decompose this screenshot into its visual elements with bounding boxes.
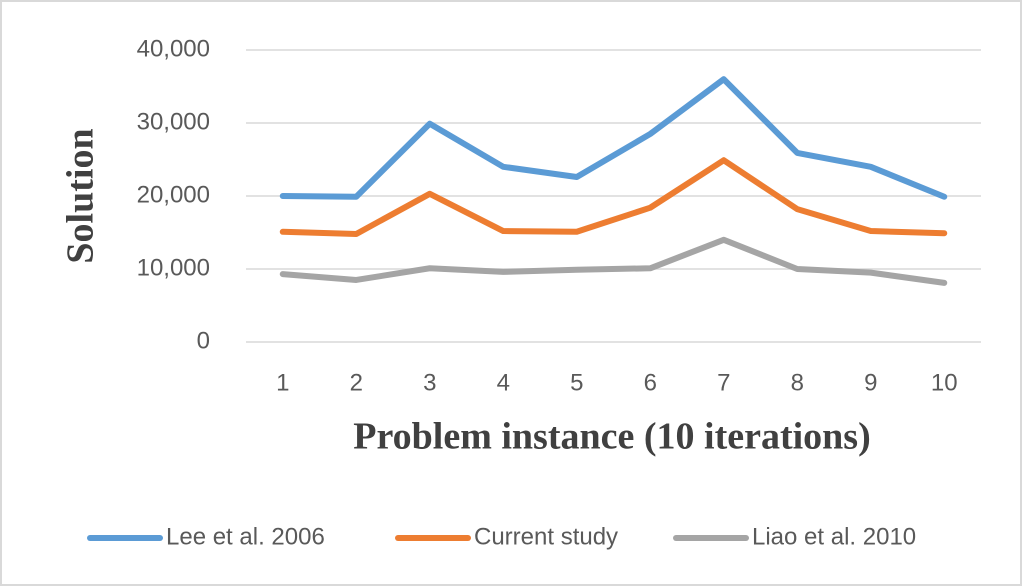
- y-tick-label: 0: [197, 327, 210, 354]
- x-tick-label: 6: [644, 369, 657, 396]
- legend-label: Current study: [474, 523, 618, 550]
- x-tick-label: 7: [717, 369, 730, 396]
- x-tick-label: 1: [276, 369, 289, 396]
- x-tick-label: 9: [864, 369, 877, 396]
- y-tick-label: 20,000: [137, 181, 210, 208]
- data-line: [279, 157, 948, 237]
- legend-label: Lee et al. 2006: [166, 523, 325, 550]
- data-line: [279, 236, 948, 286]
- x-tick-label: 3: [423, 369, 436, 396]
- y-tick-label: 30,000: [137, 108, 210, 135]
- y-axis-title: Solution: [60, 128, 102, 263]
- x-tick-label: 2: [350, 369, 363, 396]
- y-tick-label: 40,000: [137, 35, 210, 62]
- x-axis-title: Problem instance (10 iterations): [353, 416, 871, 458]
- y-tick-label: 10,000: [137, 254, 210, 281]
- legend-label: Liao et al. 2010: [752, 523, 916, 550]
- x-tick-label: 10: [931, 369, 958, 396]
- x-tick-label: 4: [497, 369, 510, 396]
- x-tick-label: 5: [570, 369, 583, 396]
- data-line: [279, 76, 948, 200]
- x-tick-label: 8: [791, 369, 804, 396]
